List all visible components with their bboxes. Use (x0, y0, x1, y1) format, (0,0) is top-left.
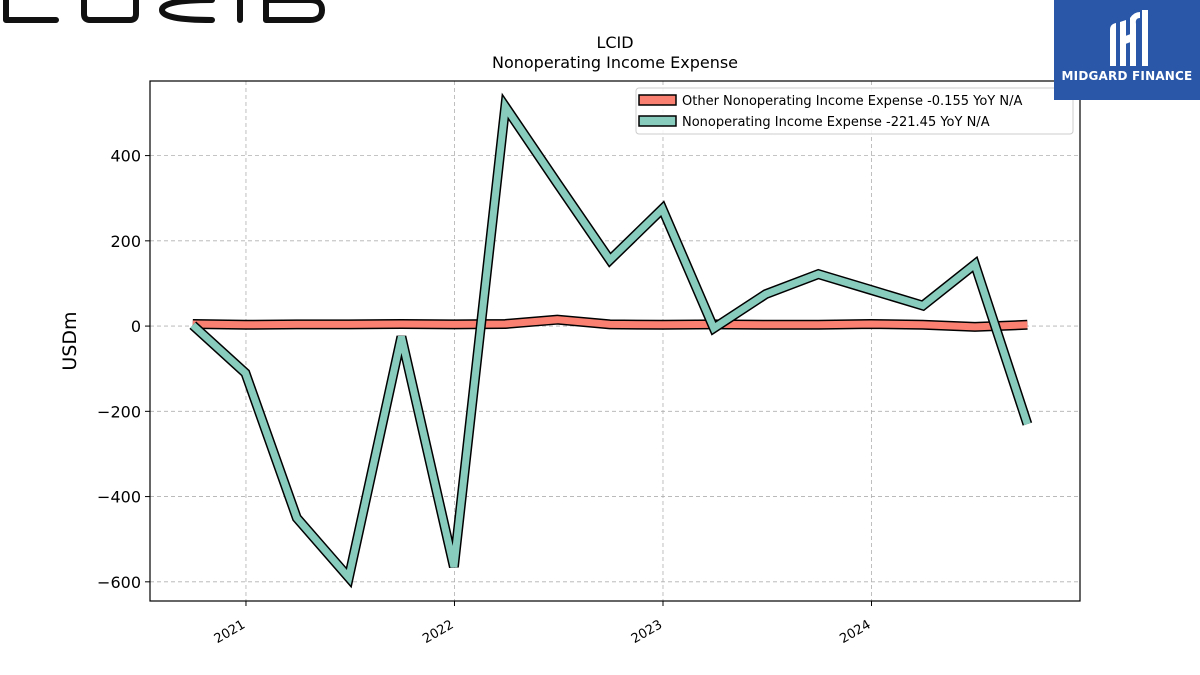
x-tick-label: 2022 (420, 617, 456, 647)
y-tick-label: −200 (97, 402, 141, 421)
y-tick-label: −600 (97, 573, 141, 592)
x-tick-label: 2021 (212, 617, 248, 647)
x-tick-label: 2024 (837, 617, 873, 647)
chart-title: LCID (596, 33, 633, 52)
y-tick-label: −400 (97, 488, 141, 507)
x-tick-label: 2023 (629, 617, 665, 647)
legend-swatch (638, 115, 677, 127)
legend-label: Other Nonoperating Income Expense -0.155… (682, 94, 1022, 109)
midgard-finance-logo: MIDGARD FINANCE (1054, 0, 1200, 100)
y-tick-label: 200 (110, 232, 141, 251)
legend-label: Nonoperating Income Expense -221.45 YoY … (682, 115, 990, 130)
lucid-logo-letters (3, 0, 325, 23)
series-line-0 (192, 316, 1028, 331)
chart-subtitle: Nonoperating Income Expense (492, 53, 738, 72)
lucid-logo (3, 0, 325, 23)
series-outline-1 (189, 92, 1033, 589)
series-line-1 (190, 96, 1031, 586)
legend-swatch (638, 94, 677, 106)
midgard-logo-mark-icon (1110, 10, 1148, 66)
y-tick-label: 0 (131, 317, 141, 336)
plot-frame (149, 80, 1081, 602)
legend-box (635, 87, 1074, 135)
y-axis-label: USDm (59, 311, 81, 370)
brand-name: MIDGARD FINANCE (1061, 69, 1193, 83)
y-tick-label: 400 (110, 147, 141, 166)
